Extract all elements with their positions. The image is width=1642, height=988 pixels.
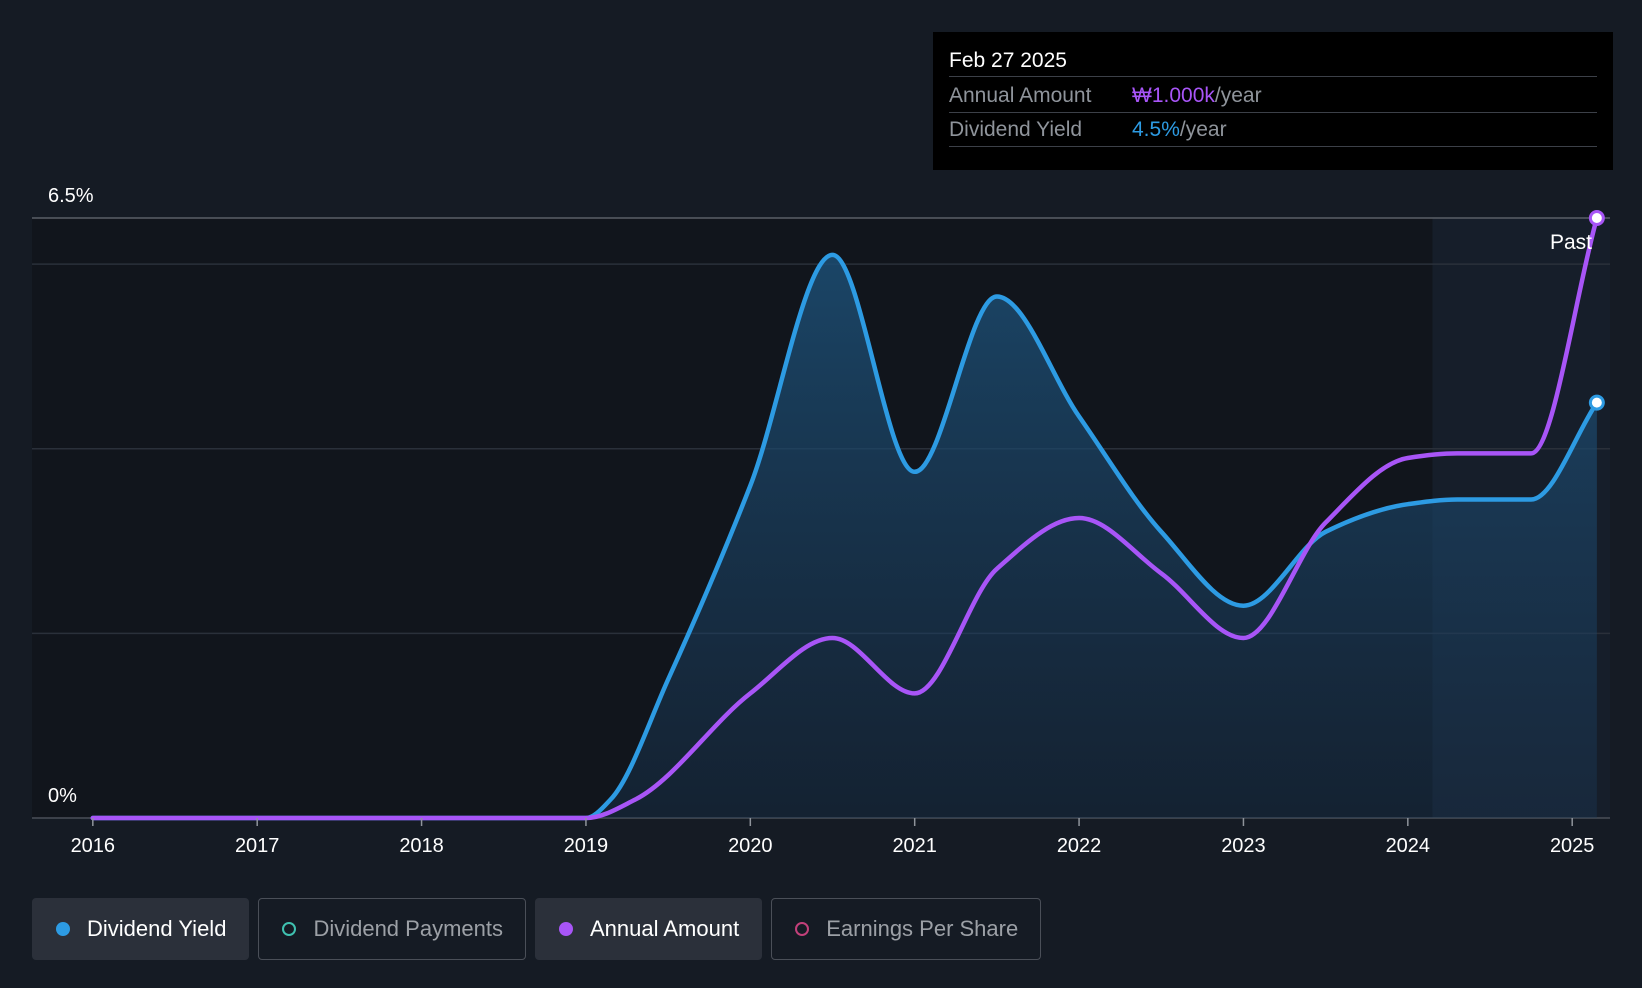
x-tick-label: 2020 [728, 835, 773, 857]
tooltip-value: 4.5% [1132, 118, 1180, 141]
past-label: Past [1550, 231, 1592, 254]
legend-dividend-yield-button[interactable]: Dividend Yield [32, 898, 250, 960]
annual-amount-line [90, 215, 1600, 821]
legend-label: Dividend Yield [87, 916, 227, 941]
x-tick-label: 2024 [1386, 835, 1431, 857]
dividend-yield-area [92, 254, 1597, 818]
legend-label: Annual Amount [589, 916, 740, 941]
legend-annual-amount-button[interactable]: Annual Amount [534, 898, 763, 960]
tooltip: Feb 27 2025 Annual Amount ₩1.000k /year … [933, 32, 1613, 170]
x-tick-label: 2016 [71, 835, 116, 857]
x-tick-label: 2017 [235, 835, 280, 857]
x-tick-label: 2018 [399, 835, 444, 857]
x-axis: 2016 2017 2018 2019 2020 2021 2022 2023 2024 2025 [71, 818, 1595, 857]
y-axis-max-label: 6.5% [48, 185, 94, 207]
filled-circle-icon [558, 922, 573, 936]
legend-label: Earnings Per Share [826, 916, 1019, 941]
legend: Dividend Yield Dividend Payments Annual … [32, 898, 1042, 960]
hollow-circle-icon [282, 922, 297, 936]
x-tick-label: 2023 [1221, 835, 1266, 857]
y-axis-zero-label: 0% [48, 785, 77, 807]
tooltip-row-dividend-yield: Dividend Yield 4.5% /year [949, 113, 1597, 147]
annual-amount-end-point [1588, 210, 1605, 226]
legend-earnings-per-share-button[interactable]: Earnings Per Share [771, 898, 1042, 960]
filled-circle-icon [56, 922, 70, 936]
legend-label: Dividend Payments [313, 916, 503, 941]
tooltip-date: Feb 27 2025 [949, 46, 1597, 77]
tooltip-row-annual-amount: Annual Amount ₩1.000k /year [949, 79, 1597, 113]
x-tick-label: 2019 [564, 835, 609, 857]
tooltip-unit: /year [1179, 118, 1227, 141]
x-tick-label: 2022 [1057, 835, 1102, 857]
line-layer [90, 210, 1605, 821]
tooltip-value: ₩1.000k [1132, 84, 1215, 107]
hollow-circle-icon [795, 922, 810, 936]
legend-dividend-payments-button[interactable]: Dividend Payments [258, 898, 526, 960]
area-layer [92, 254, 1597, 818]
tooltip-label: Dividend Yield [949, 118, 1083, 141]
x-tick-label: 2025 [1550, 835, 1595, 857]
dividend-yield-end-point [1588, 394, 1605, 411]
x-tick-label: 2021 [892, 835, 937, 857]
tooltip-unit: /year [1214, 84, 1262, 107]
tooltip-label: Annual Amount [949, 84, 1092, 107]
dividend-yield-line [90, 252, 1600, 821]
